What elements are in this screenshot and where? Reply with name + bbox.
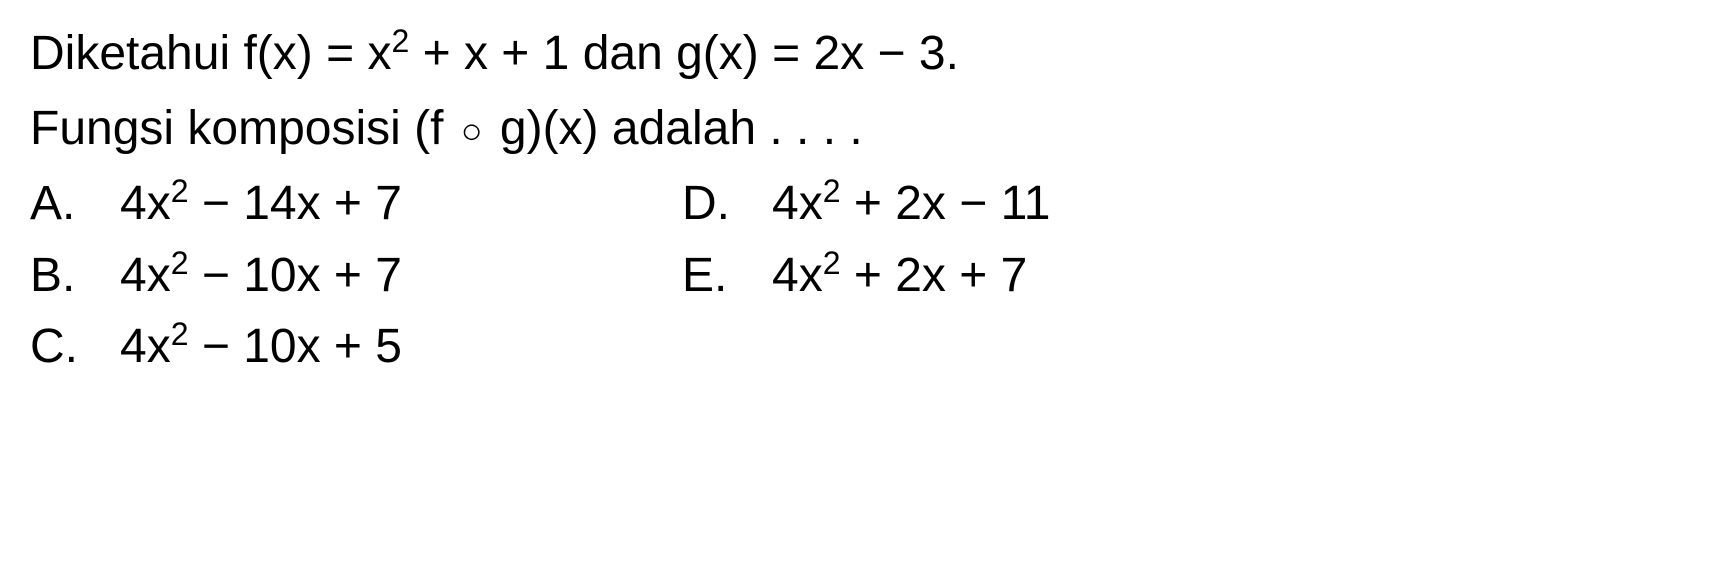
option-d-content: 4x2 + 2x − 11 bbox=[772, 170, 1050, 237]
option-a-content: 4x2 − 14x + 7 bbox=[120, 170, 402, 237]
option-b-content: 4x2 − 10x + 7 bbox=[120, 242, 402, 309]
question-line1-exp: 2 bbox=[391, 23, 409, 59]
question-line-1: Diketahui f(x) = x2 + x + 1 dan g(x) = 2… bbox=[30, 20, 1706, 87]
option-b-suffix: − 10x + 7 bbox=[189, 249, 403, 302]
option-d: D. 4x2 + 2x − 11 bbox=[682, 170, 1050, 237]
option-e-letter: E. bbox=[682, 242, 732, 309]
option-e-exp: 2 bbox=[823, 245, 841, 281]
option-d-exp: 2 bbox=[823, 173, 841, 209]
option-b-exp: 2 bbox=[171, 245, 189, 281]
question-line-2: Fungsi komposisi (f ○ g)(x) adalah . . .… bbox=[30, 95, 1706, 162]
question-line1-suffix: + x + 1 dan g(x) = 2x − 3. bbox=[409, 27, 959, 80]
option-c-prefix: 4x bbox=[120, 320, 171, 373]
option-a-letter: A. bbox=[30, 170, 80, 237]
option-e: E. 4x2 + 2x + 7 bbox=[682, 242, 1027, 309]
option-c: C. 4x2 − 10x + 5 bbox=[30, 313, 402, 380]
question-line2-prefix: Fungsi komposisi (f bbox=[30, 102, 457, 155]
options-row-3: C. 4x2 − 10x + 5 bbox=[30, 313, 1706, 380]
option-d-prefix: 4x bbox=[772, 177, 823, 230]
option-a-prefix: 4x bbox=[120, 177, 171, 230]
option-a-exp: 2 bbox=[171, 173, 189, 209]
option-e-prefix: 4x bbox=[772, 249, 823, 302]
options-row-1: A. 4x2 − 14x + 7 D. 4x2 + 2x − 11 bbox=[30, 170, 1706, 237]
option-d-suffix: + 2x − 11 bbox=[841, 177, 1051, 230]
option-b: B. 4x2 − 10x + 7 bbox=[30, 242, 402, 309]
compose-icon: ○ bbox=[457, 106, 487, 156]
option-e-content: 4x2 + 2x + 7 bbox=[772, 242, 1027, 309]
option-d-letter: D. bbox=[682, 170, 732, 237]
question-line2-suffix: g)(x) adalah . . . . bbox=[487, 102, 863, 155]
options-row-2: B. 4x2 − 10x + 7 E. 4x2 + 2x + 7 bbox=[30, 242, 1706, 309]
option-b-prefix: 4x bbox=[120, 249, 171, 302]
option-e-suffix: + 2x + 7 bbox=[841, 249, 1028, 302]
option-c-suffix: − 10x + 5 bbox=[189, 320, 403, 373]
option-a: A. 4x2 − 14x + 7 bbox=[30, 170, 402, 237]
options-container: A. 4x2 − 14x + 7 D. 4x2 + 2x − 11 B. 4x2… bbox=[30, 170, 1706, 380]
option-c-exp: 2 bbox=[171, 316, 189, 352]
question-line1-prefix: Diketahui f(x) = x bbox=[30, 27, 391, 80]
option-a-suffix: − 14x + 7 bbox=[189, 177, 403, 230]
option-c-letter: C. bbox=[30, 313, 80, 380]
option-c-content: 4x2 − 10x + 5 bbox=[120, 313, 402, 380]
option-b-letter: B. bbox=[30, 242, 80, 309]
